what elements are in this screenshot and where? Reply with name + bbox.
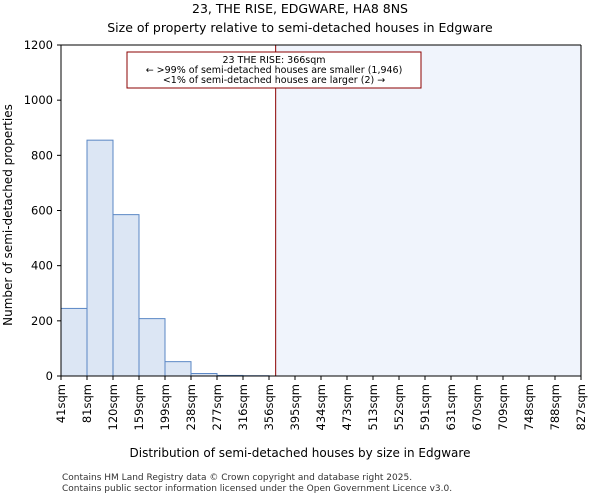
x-tick-label: 827sqm <box>574 384 588 430</box>
y-tick-label: 1200 <box>24 38 53 52</box>
x-axis-label: Distribution of semi-detached houses by … <box>130 446 471 460</box>
chart-title: 23, THE RISE, EDGWARE, HA8 8NS <box>192 1 408 16</box>
x-tick-label: 670sqm <box>470 384 484 430</box>
chart-subtitle: Size of property relative to semi-detach… <box>107 20 493 35</box>
x-tick-label: 159sqm <box>132 384 146 430</box>
x-tick-label: 199sqm <box>158 384 172 430</box>
x-tick-label: 120sqm <box>106 384 120 430</box>
x-tick-label: 788sqm <box>548 384 562 430</box>
footer-copyright: Contains HM Land Registry data © Crown c… <box>62 473 413 483</box>
histogram-bar <box>60 307 88 377</box>
bars-group <box>60 139 270 377</box>
footer-licence: Contains public sector information licen… <box>62 484 453 494</box>
x-tick-label: 356sqm <box>262 384 276 430</box>
annotation-line-1: 23 THE RISE: 366sqm <box>222 55 325 66</box>
x-tick-label: 552sqm <box>392 384 406 430</box>
annotation-line-3: <1% of semi-detached houses are larger (… <box>163 75 385 86</box>
y-axis-label: Number of semi-detached properties <box>1 104 15 326</box>
annotation-line-2: ← >99% of semi-detached houses are small… <box>146 65 403 76</box>
y-tick-label: 200 <box>31 314 53 328</box>
histogram-bar <box>138 318 166 377</box>
y-tick-label: 1000 <box>24 93 53 107</box>
x-tick-label: 81sqm <box>80 384 94 423</box>
x-tick-label: 238sqm <box>184 384 198 430</box>
x-axis-ticks: 41sqm 81sqm 120sqm 159sqm 199sqm 238sqm 277sqm… <box>54 376 588 430</box>
histogram-bar <box>164 361 192 377</box>
y-tick-label: 0 <box>46 369 53 383</box>
x-tick-label: 473sqm <box>340 384 354 430</box>
histogram-bar <box>112 214 140 377</box>
annotation-box-border <box>126 51 422 89</box>
annotation-box: 23 THE RISE: 366sqm ← >99% of semi-detac… <box>126 51 422 89</box>
x-tick-label: 591sqm <box>418 384 432 430</box>
x-tick-label: 513sqm <box>366 384 380 430</box>
x-tick-label: 748sqm <box>522 384 536 430</box>
x-tick-label: 631sqm <box>444 384 458 430</box>
larger-region-highlight <box>275 45 581 376</box>
y-tick-label: 400 <box>31 259 53 273</box>
histogram-bar <box>86 139 114 377</box>
y-axis-ticks: 0 200 400 600 800 1000 1200 <box>24 38 61 383</box>
x-tick-label: 316sqm <box>236 384 250 430</box>
x-tick-label: 277sqm <box>210 384 224 430</box>
x-tick-label: 395sqm <box>288 384 302 430</box>
x-tick-label: 434sqm <box>314 384 328 430</box>
y-tick-label: 800 <box>31 148 53 162</box>
x-tick-label: 41sqm <box>54 384 68 423</box>
x-tick-label: 709sqm <box>496 384 510 430</box>
y-tick-label: 600 <box>31 204 53 218</box>
